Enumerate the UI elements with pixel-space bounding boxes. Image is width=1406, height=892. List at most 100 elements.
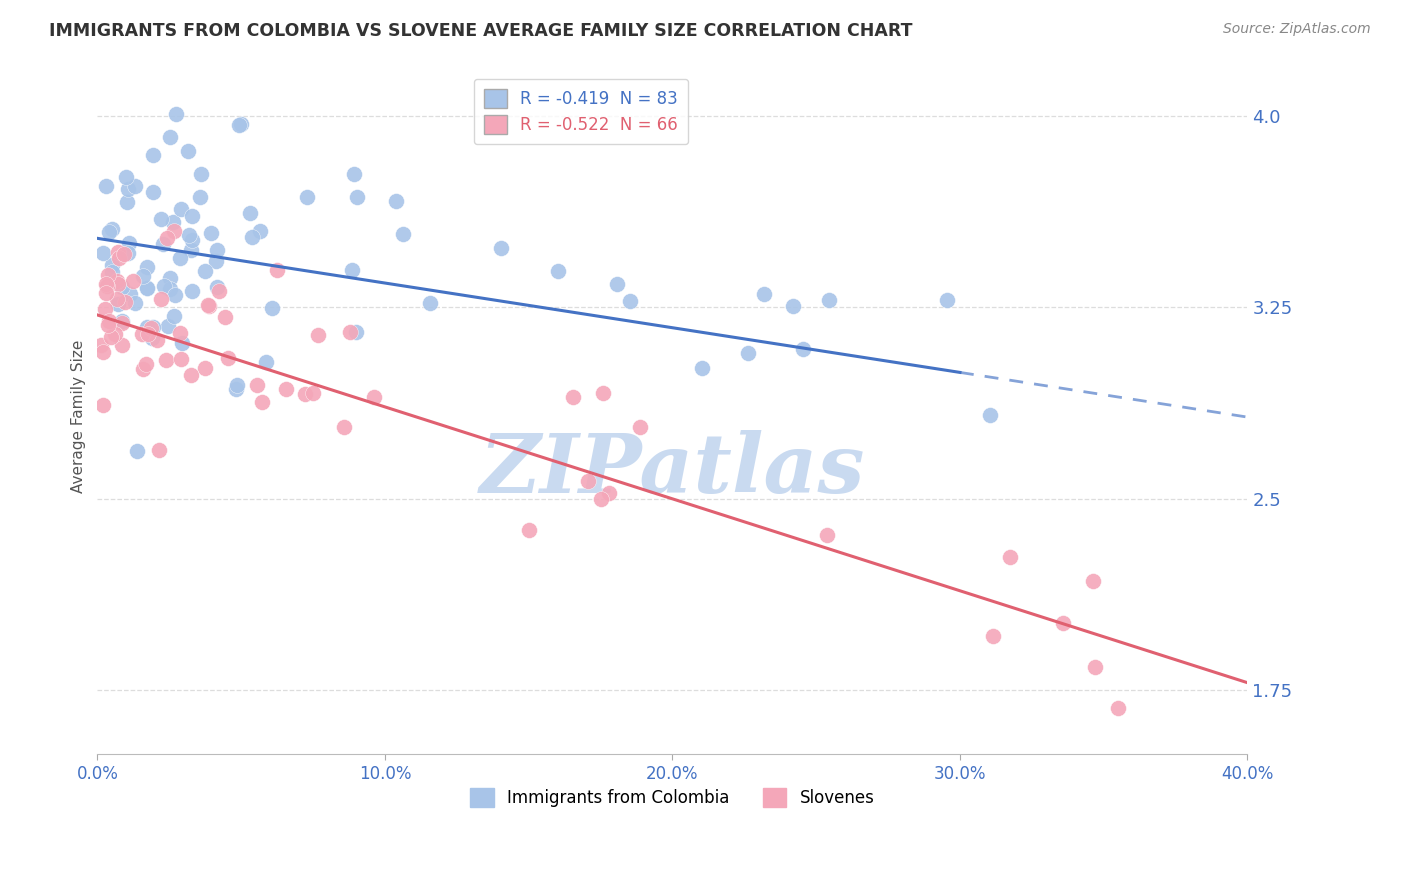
Point <box>111 314 134 328</box>
Point <box>197 298 219 312</box>
Point <box>188 190 211 204</box>
Point <box>229 117 252 131</box>
Point <box>180 368 202 383</box>
Point <box>91 344 114 359</box>
Point <box>159 282 181 296</box>
Point <box>111 280 134 294</box>
Point <box>115 195 138 210</box>
Point <box>117 182 139 196</box>
Point <box>118 235 141 250</box>
Point <box>204 253 226 268</box>
Point <box>94 301 117 316</box>
Point <box>998 550 1021 565</box>
Point <box>981 629 1004 643</box>
Point <box>392 227 415 241</box>
Point <box>163 309 186 323</box>
Point <box>333 419 356 434</box>
Point <box>346 190 368 204</box>
Point <box>111 317 134 331</box>
Point <box>628 420 651 434</box>
Point <box>107 244 129 259</box>
Point <box>100 258 122 272</box>
Point <box>107 273 129 287</box>
Point <box>690 361 713 376</box>
Point <box>136 260 159 275</box>
Point <box>132 362 155 376</box>
Point <box>142 148 165 162</box>
Point <box>142 185 165 199</box>
Point <box>1052 615 1074 630</box>
Point <box>149 292 172 306</box>
Point <box>208 284 231 298</box>
Point <box>576 475 599 489</box>
Point <box>214 310 236 324</box>
Point <box>307 328 329 343</box>
Point <box>122 274 145 288</box>
Point <box>159 270 181 285</box>
Point <box>170 352 193 367</box>
Point <box>111 338 134 352</box>
Point <box>91 245 114 260</box>
Point <box>108 251 131 265</box>
Text: IMMIGRANTS FROM COLOMBIA VS SLOVENE AVERAGE FAMILY SIZE CORRELATION CHART: IMMIGRANTS FROM COLOMBIA VS SLOVENE AVER… <box>49 22 912 40</box>
Point <box>363 390 385 404</box>
Legend: Immigrants from Colombia, Slovenes: Immigrants from Colombia, Slovenes <box>464 781 882 814</box>
Point <box>228 118 250 132</box>
Point <box>169 252 191 266</box>
Point <box>148 442 170 457</box>
Point <box>96 278 118 293</box>
Point <box>1081 574 1104 588</box>
Point <box>1084 660 1107 674</box>
Point <box>163 224 186 238</box>
Point <box>606 277 628 292</box>
Point <box>94 277 117 291</box>
Point <box>135 281 157 295</box>
Point <box>96 286 118 301</box>
Point <box>489 241 512 255</box>
Point <box>246 378 269 392</box>
Point <box>124 296 146 310</box>
Point <box>274 382 297 396</box>
Point <box>517 523 540 537</box>
Point <box>101 265 124 279</box>
Point <box>198 299 221 313</box>
Point <box>97 318 120 332</box>
Point <box>936 293 959 308</box>
Point <box>979 408 1001 422</box>
Point <box>141 331 163 345</box>
Point <box>792 343 814 357</box>
Point <box>141 320 163 334</box>
Point <box>249 224 271 238</box>
Point <box>294 386 316 401</box>
Point <box>225 382 247 396</box>
Point <box>181 285 204 299</box>
Point <box>177 227 200 242</box>
Point <box>101 221 124 235</box>
Point <box>91 398 114 412</box>
Text: ZIPatlas: ZIPatlas <box>479 430 865 510</box>
Point <box>200 226 222 240</box>
Point <box>225 377 247 392</box>
Point <box>782 299 804 313</box>
Point <box>117 245 139 260</box>
Point <box>150 211 173 226</box>
Point <box>172 336 194 351</box>
Point <box>181 233 204 247</box>
Point <box>339 325 361 339</box>
Point <box>260 301 283 315</box>
Point <box>343 167 366 181</box>
Point <box>135 357 157 371</box>
Point <box>152 237 174 252</box>
Point <box>170 202 193 216</box>
Point <box>136 319 159 334</box>
Point <box>90 338 112 352</box>
Point <box>205 243 228 257</box>
Point <box>162 215 184 229</box>
Point <box>818 293 841 307</box>
Point <box>217 351 239 366</box>
Point <box>157 318 180 333</box>
Point <box>1107 701 1129 715</box>
Point <box>131 326 153 341</box>
Point <box>194 264 217 278</box>
Point <box>156 231 179 245</box>
